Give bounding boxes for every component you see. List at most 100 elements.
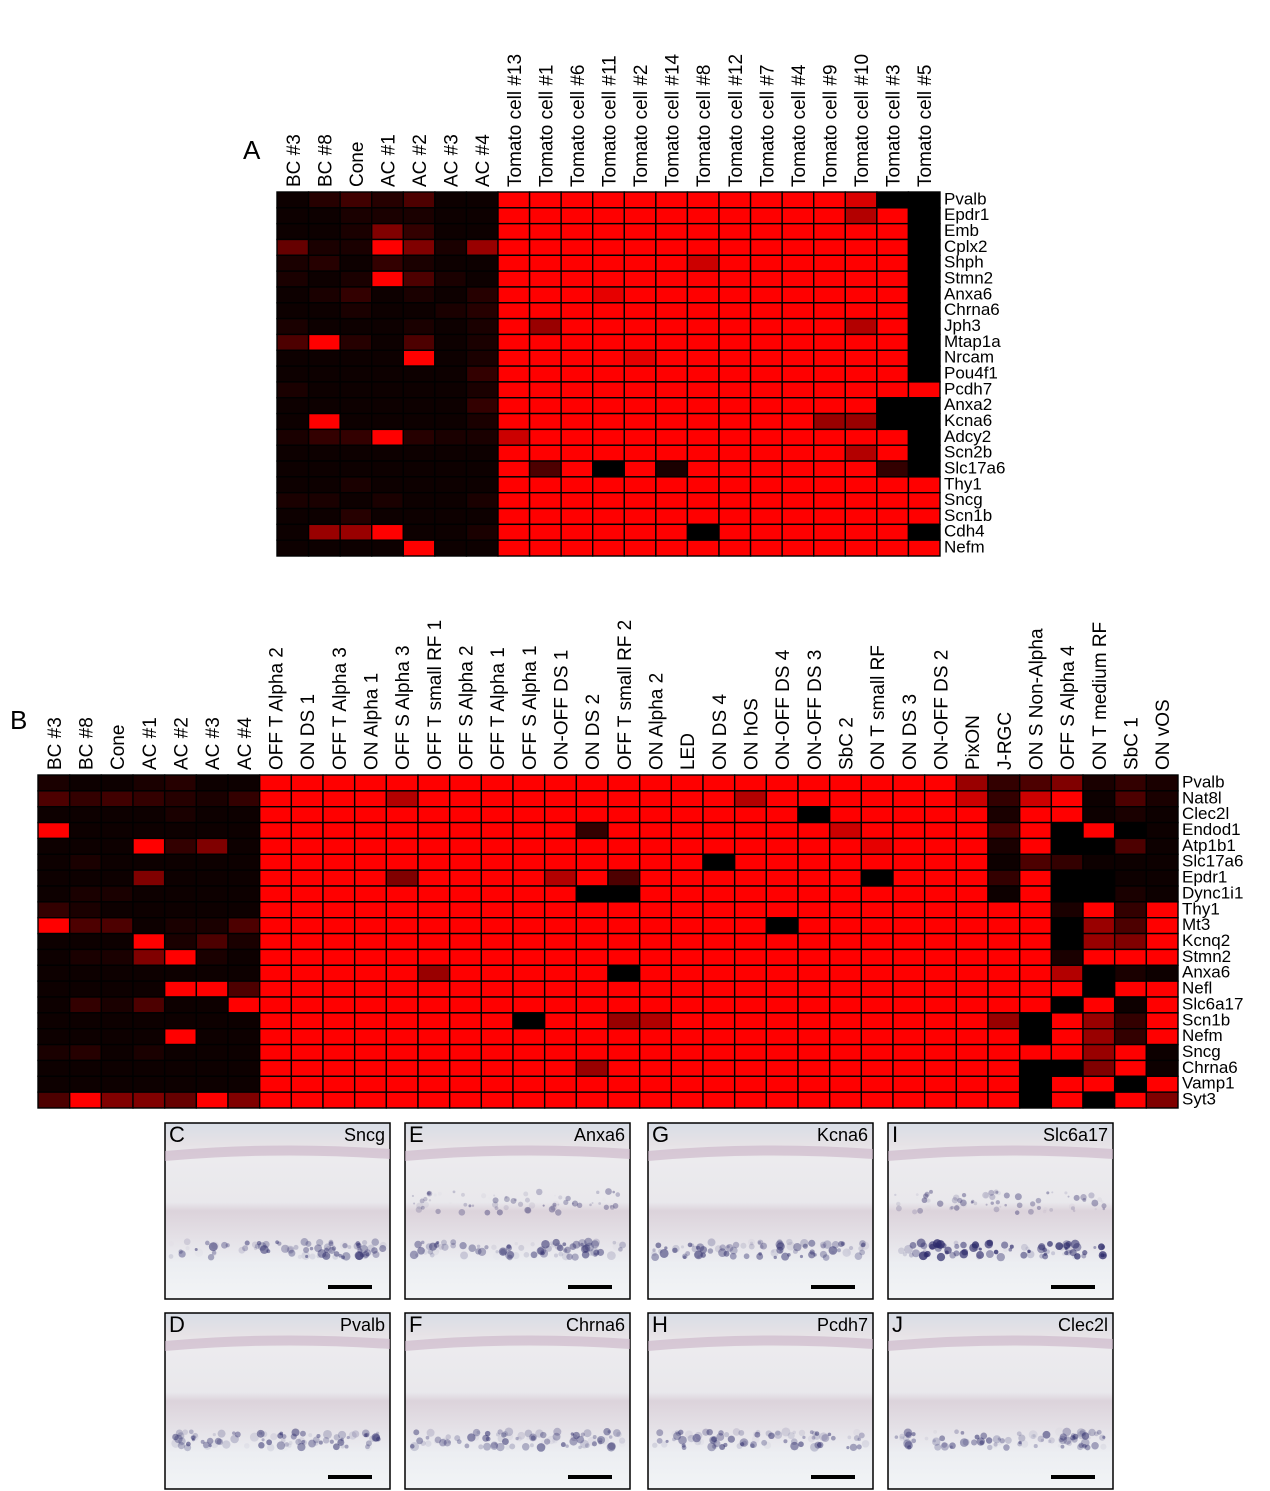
heatmap-cell xyxy=(1083,1013,1115,1029)
cell-stain xyxy=(578,1446,582,1450)
heatmap-cell xyxy=(608,997,640,1013)
heatmap-cell xyxy=(196,902,228,918)
column-label: SbC 1 xyxy=(1122,717,1143,770)
heatmap-cell xyxy=(196,965,228,981)
heatmap-cell xyxy=(38,1013,70,1029)
heatmap-cell xyxy=(845,239,877,255)
heatmap-cell xyxy=(1083,1029,1115,1045)
heatmap-cell xyxy=(435,350,467,366)
heatmap-cell xyxy=(466,461,498,477)
heatmap-cell xyxy=(323,918,355,934)
heatmap-cell xyxy=(1146,965,1178,981)
cell-stain xyxy=(573,1432,580,1439)
heatmap-cell xyxy=(101,934,133,950)
cell-stain xyxy=(831,1251,834,1254)
heatmap-cell xyxy=(988,1060,1020,1076)
heatmap-cell xyxy=(1051,870,1083,886)
heatmap-cell xyxy=(228,1013,260,1029)
heatmap-cell xyxy=(260,854,292,870)
heatmap-cell xyxy=(719,398,751,414)
heatmap-cell xyxy=(608,886,640,902)
cell-stain xyxy=(917,1247,920,1250)
heatmap-cell xyxy=(861,791,893,807)
heatmap-cell xyxy=(1146,807,1178,823)
heatmap-cell xyxy=(671,1013,703,1029)
heatmap-cell xyxy=(1020,838,1052,854)
cell-stain xyxy=(541,1251,545,1255)
column-label: AC #1 xyxy=(140,717,161,770)
heatmap-cell xyxy=(260,1029,292,1045)
heatmap-cell xyxy=(1020,870,1052,886)
heatmap-cell xyxy=(830,823,862,839)
heatmap-cell xyxy=(782,414,814,430)
column-label: OFF T small RF 1 xyxy=(425,620,446,770)
heatmap-cell xyxy=(513,1092,545,1108)
heatmap-cell xyxy=(1083,886,1115,902)
heatmap-cell xyxy=(1146,934,1178,950)
heatmap-cell xyxy=(656,271,688,287)
heatmap-cell xyxy=(260,1045,292,1061)
heatmap-cell xyxy=(766,1045,798,1061)
cell-stain xyxy=(301,1238,309,1246)
cell-stain xyxy=(284,1442,289,1447)
cell-stain xyxy=(688,1243,693,1248)
heatmap-cell xyxy=(861,854,893,870)
cell-stain xyxy=(308,1433,312,1437)
heatmap-cell xyxy=(671,1060,703,1076)
heatmap-cell xyxy=(386,918,418,934)
cell-stain xyxy=(894,1194,896,1196)
heatmap-cell xyxy=(228,791,260,807)
heatmap-cell xyxy=(703,1092,735,1108)
heatmap-cell xyxy=(340,287,372,303)
heatmap-cell xyxy=(561,524,593,540)
heatmap-cell xyxy=(656,477,688,493)
heatmap-cell xyxy=(481,1092,513,1108)
heatmap-cell xyxy=(624,429,656,445)
cell-stain xyxy=(1064,1191,1067,1194)
cell-stain xyxy=(737,1443,743,1449)
column-label: SbC 2 xyxy=(837,717,858,770)
cell-stain xyxy=(541,1240,550,1249)
heatmap-cell xyxy=(466,414,498,430)
cell-stain xyxy=(996,1200,1000,1204)
heatmap-cell xyxy=(671,997,703,1013)
heatmap-cell xyxy=(291,838,323,854)
heatmap-cell xyxy=(1146,775,1178,791)
cell-stain xyxy=(803,1244,808,1249)
heatmap-cell xyxy=(687,461,719,477)
heatmap-cell xyxy=(355,918,387,934)
cell-stain xyxy=(416,1437,423,1444)
heatmap-cell xyxy=(988,1013,1020,1029)
heatmap-cell xyxy=(498,208,530,224)
heatmap-cell xyxy=(593,398,625,414)
heatmap-cell xyxy=(165,823,197,839)
heatmap-cell xyxy=(861,902,893,918)
heatmap-cell xyxy=(466,398,498,414)
heatmap-cell xyxy=(228,1045,260,1061)
heatmap-cell xyxy=(640,870,672,886)
heatmap-cell xyxy=(1083,949,1115,965)
heatmap-cell xyxy=(640,838,672,854)
heatmap-cell xyxy=(814,208,846,224)
heatmap-cell xyxy=(133,934,165,950)
cell-stain xyxy=(426,1243,433,1250)
cell-stain xyxy=(954,1241,959,1246)
heatmap-cell xyxy=(1051,981,1083,997)
heatmap-cell xyxy=(908,414,940,430)
heatmap-cell xyxy=(751,524,783,540)
heatmap-cell xyxy=(418,981,450,997)
heatmap-cell xyxy=(1020,1076,1052,1092)
heatmap-cell xyxy=(70,886,102,902)
cell-stain xyxy=(279,1432,283,1436)
heatmap-cell xyxy=(38,1045,70,1061)
heatmap-cell xyxy=(798,1092,830,1108)
heatmap-cell xyxy=(260,981,292,997)
heatmap-cell xyxy=(291,918,323,934)
heatmap-cell xyxy=(576,965,608,981)
heatmap-cell xyxy=(1051,1029,1083,1045)
heatmap-cell xyxy=(403,540,435,556)
heatmap-cell xyxy=(576,854,608,870)
cell-stain xyxy=(427,1191,431,1195)
heatmap-cell xyxy=(608,1076,640,1092)
heatmap-cell xyxy=(196,1029,228,1045)
